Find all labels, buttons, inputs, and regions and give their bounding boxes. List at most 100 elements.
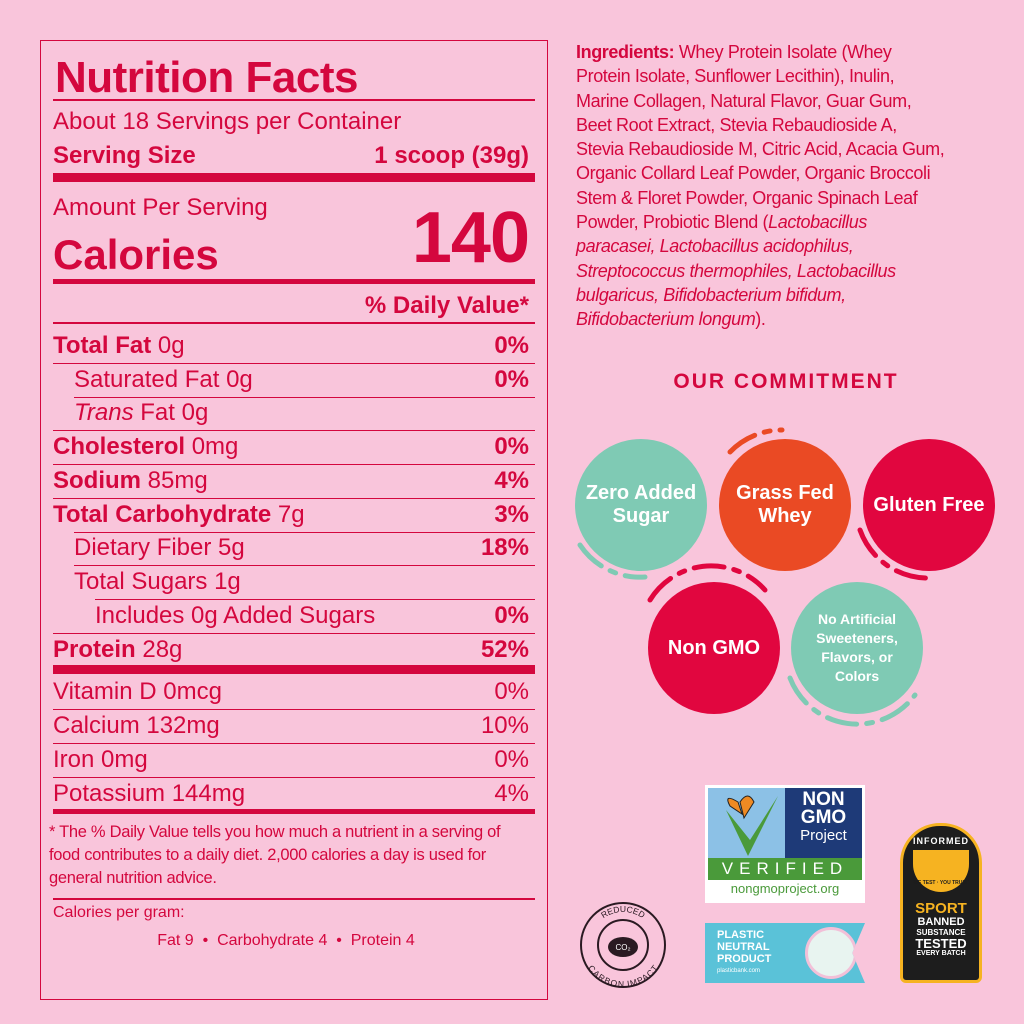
badge-non-gmo: Non GMO: [648, 582, 780, 714]
divider: [74, 565, 535, 566]
nutrient-row-total-sugars: Total Sugars 1g: [74, 567, 529, 597]
logo-text: SPORT: [915, 900, 967, 917]
medium-divider: [53, 809, 535, 814]
vitamin-row: Potassium 144mg 4%: [53, 779, 529, 809]
vitamin-label: Vitamin D 0mcg: [53, 678, 222, 705]
divider: [53, 633, 535, 634]
nutrient-dv: 0%: [494, 433, 529, 460]
ingredients-line: Protein Isolate, Sunflower Lecithin), In…: [576, 66, 895, 87]
ingredients-line: Beet Root Extract, Stevia Rebaudioside A…: [576, 114, 897, 135]
serving-size-label: Serving Size: [53, 142, 196, 169]
logo-text: plasticbank.com: [717, 968, 761, 974]
thick-divider: [53, 173, 535, 182]
ingredients-line: Stevia Rebaudioside M, Citric Acid, Acac…: [576, 139, 945, 160]
calories-value: 140: [411, 198, 530, 278]
ingredients-line: Whey Protein Isolate (Whey: [674, 42, 892, 62]
commitment-title: OUR COMMITMENT: [673, 370, 899, 393]
arc-decoration: [727, 427, 785, 455]
nutrient-label: Dietary Fiber 5g: [74, 534, 245, 561]
vitamin-row: Iron 0mg 0%: [53, 745, 529, 775]
nutrient-row-protein: Protein 28g 52%: [53, 635, 529, 665]
divider: [53, 363, 535, 364]
nutrient-label: Saturated Fat 0g: [74, 366, 253, 393]
logo-text: INFORMED: [913, 836, 969, 846]
nutrient-label: Trans: [74, 399, 134, 426]
nutrition-title: Nutrition Facts: [55, 53, 358, 102]
footnote: * The % Daily Value tells you how much a…: [49, 823, 501, 887]
globe-icon: [805, 927, 857, 979]
vitamin-dv: 0%: [494, 746, 529, 773]
ingredients-line-italic: paracasei, Lactobacillus acidophilus,: [576, 236, 854, 257]
nutrient-row-total-fat: Total Fat 0g 0%: [53, 331, 529, 361]
nutrient-row-cholesterol: Cholesterol 0mg 0%: [53, 432, 529, 462]
nutrient-dv: 0%: [494, 332, 529, 359]
nutrient-label: Protein: [53, 636, 136, 663]
vitamin-row: Vitamin D 0mcg 0%: [53, 677, 529, 707]
badge-gluten-free: Gluten Free: [863, 439, 995, 571]
svg-text:CARBON IMPACT: CARBON IMPACT: [586, 963, 660, 989]
reduced-carbon-logo: REDUCED CARBON IMPACT CO₂: [580, 902, 666, 989]
nutrient-amount: 0mg: [185, 433, 239, 460]
serving-size: Serving Size 1 scoop (39g): [53, 141, 529, 171]
nutrient-row-dietary-fiber: Dietary Fiber 5g 18%: [74, 533, 529, 563]
logo-text: nongmoproject.org: [730, 881, 840, 896]
vitamin-row: Calcium 132mg 10%: [53, 711, 529, 741]
ingredients-label: Ingredients:: [576, 42, 675, 62]
logo-text: EVERY BATCH: [916, 950, 966, 957]
ingredients-list: Ingredients: Whey Protein Isolate (Whey …: [576, 40, 1006, 332]
amount-per-serving-label: Amount Per Serving: [53, 194, 268, 221]
logo-text: Project: [800, 827, 847, 844]
badge-grass-fed-whey: Grass Fed Whey: [719, 439, 851, 571]
nutrient-amount: Fat 0g: [133, 399, 209, 426]
logo-text: TESTED: [915, 936, 967, 951]
arc-decoration: [857, 527, 933, 581]
logo-text: CO₂: [615, 943, 630, 952]
ingredients-line: Marine Collagen, Natural Flavor, Guar Gu…: [576, 90, 912, 111]
logo-text: PRODUCT: [717, 953, 772, 965]
nutrient-row-trans-fat: Trans Fat 0g: [74, 398, 529, 428]
ingredients-line: Powder, Probiotic Blend (: [576, 212, 769, 233]
daily-value-header: % Daily Value*: [53, 291, 529, 321]
nutrient-dv: 3%: [494, 501, 529, 528]
non-gmo-project-logo: NON GMO Project VERIFIED nongmoproject.o…: [705, 785, 865, 903]
logo-text: GMO: [800, 807, 847, 828]
dv-header-text: % Daily Value*: [364, 292, 529, 319]
ingredients-line: Stem & Floret Powder, Organic Spinach Le…: [576, 187, 918, 208]
divider: [53, 498, 535, 499]
ingredients-line: Organic Collard Leaf Powder, Organic Bro…: [576, 163, 931, 184]
logo-text: NEUTRAL: [717, 941, 770, 953]
arc-decoration: [577, 542, 648, 580]
serving-size-value: 1 scoop (39g): [374, 142, 529, 169]
logo-text: VERIFIED: [708, 858, 862, 880]
arc-decoration: [787, 675, 918, 727]
vitamin-dv: 0%: [494, 678, 529, 705]
nutrient-amount: 0g: [151, 332, 185, 359]
nutrient-label: Includes 0g Added Sugars: [95, 602, 376, 629]
nutrient-dv: 18%: [480, 534, 529, 561]
ingredients-line-italic: Bifidobacterium longum: [576, 309, 756, 330]
amount-per-serving: Amount Per Serving: [53, 193, 529, 223]
ingredients-line-italic: Lactobacillus: [768, 212, 867, 233]
logo-text: SUBSTANCE: [916, 928, 966, 937]
logo-text: BANNED: [917, 916, 965, 928]
logo-text: NON: [802, 789, 845, 810]
divider: [53, 743, 535, 744]
nutrient-row-sodium: Sodium 85mg 4%: [53, 466, 529, 496]
divider: [74, 397, 535, 398]
logo-text: WE TEST · YOU TRUST: [913, 850, 969, 892]
divider: [53, 322, 535, 324]
nutrient-label: Sodium: [53, 467, 141, 494]
nutrient-row-saturated-fat: Saturated Fat 0g 0%: [74, 365, 529, 395]
thick-divider: [53, 665, 535, 674]
nutrient-dv: 52%: [480, 636, 529, 663]
calories-per-gram-label: Calories per gram:: [53, 904, 185, 921]
butterfly-icon: [708, 788, 785, 858]
vitamin-label: Potassium 144mg: [53, 780, 246, 807]
divider: [53, 464, 535, 465]
servings-per-container: About 18 Servings per Container: [53, 107, 529, 137]
nutrient-label: Total Carbohydrate: [53, 501, 272, 528]
logo-text: PLASTIC: [717, 929, 765, 941]
divider: [95, 599, 535, 600]
nutrient-label: Cholesterol: [53, 433, 186, 460]
